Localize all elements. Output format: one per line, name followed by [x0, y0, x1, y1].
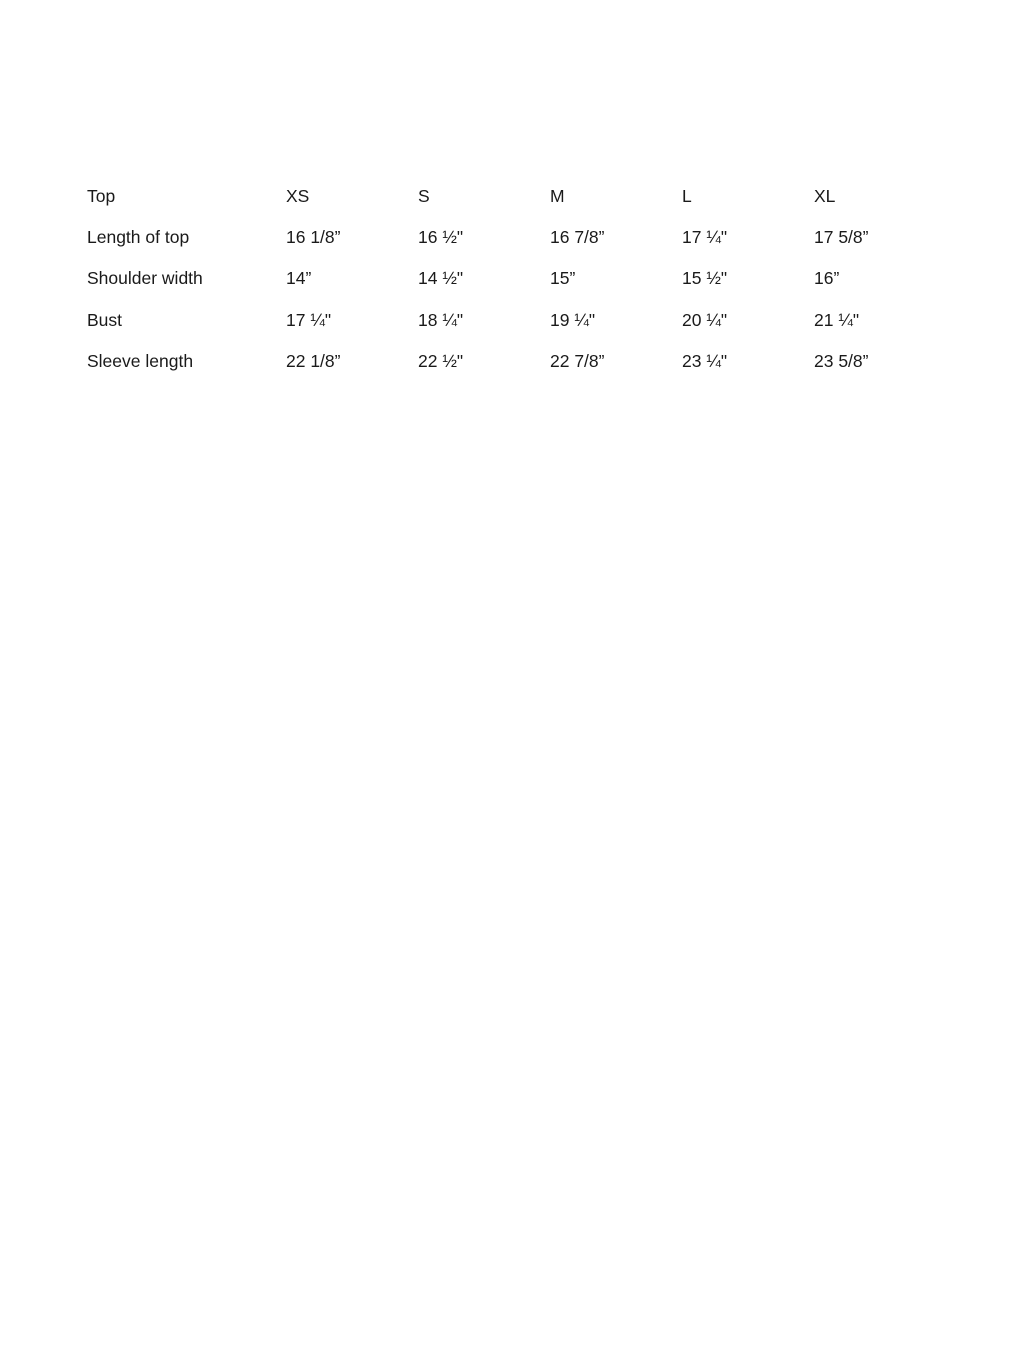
table-cell: 22 ½" [418, 351, 464, 371]
table-cell: 15 ½" [682, 268, 728, 288]
header-cell: M [550, 186, 565, 206]
table-row: Bust 17 ¼" 18 ¼" 19 ¼" 20 ¼" 21 ¼" [0, 308, 1024, 332]
table-cell: 23 5/8” [814, 351, 869, 371]
row-label: Length of top [87, 227, 190, 247]
table-cell: 14” [286, 268, 312, 288]
table-cell: 17 ¼" [682, 227, 728, 247]
table-cell: 18 ¼" [418, 310, 464, 330]
table-row: Length of top 16 1/8” 16 ½" 16 7/8” 17 ¼… [0, 225, 1024, 249]
row-label: Bust [87, 310, 123, 330]
row-label: Sleeve length [87, 351, 194, 371]
table-cell: 16 ½" [418, 227, 464, 247]
table-cell: 19 ¼" [550, 310, 596, 330]
table-cell: 16 7/8” [550, 227, 605, 247]
table-cell: 23 ¼" [682, 351, 728, 371]
table-cell: 15” [550, 268, 576, 288]
header-cell: XL [814, 186, 836, 206]
table-cell: 22 7/8” [550, 351, 605, 371]
table-cell: 16 1/8” [286, 227, 341, 247]
header-cell: Top [87, 186, 116, 206]
table-cell: 17 5/8” [814, 227, 869, 247]
header-cell: XS [286, 186, 310, 206]
table-header-row: Top XS S M L XL [0, 184, 1024, 208]
table-cell: 20 ¼" [682, 310, 728, 330]
table-row: Sleeve length 22 1/8” 22 ½" 22 7/8” 23 ¼… [0, 349, 1024, 373]
table-cell: 21 ¼" [814, 310, 860, 330]
table-cell: 16” [814, 268, 840, 288]
table-cell: 14 ½" [418, 268, 464, 288]
table-row: Shoulder width 14” 14 ½" 15” 15 ½" 16” [0, 266, 1024, 290]
header-cell: L [682, 186, 692, 206]
table-cell: 17 ¼" [286, 310, 332, 330]
table-cell: 22 1/8” [286, 351, 341, 371]
row-label: Shoulder width [87, 268, 203, 288]
header-cell: S [418, 186, 430, 206]
